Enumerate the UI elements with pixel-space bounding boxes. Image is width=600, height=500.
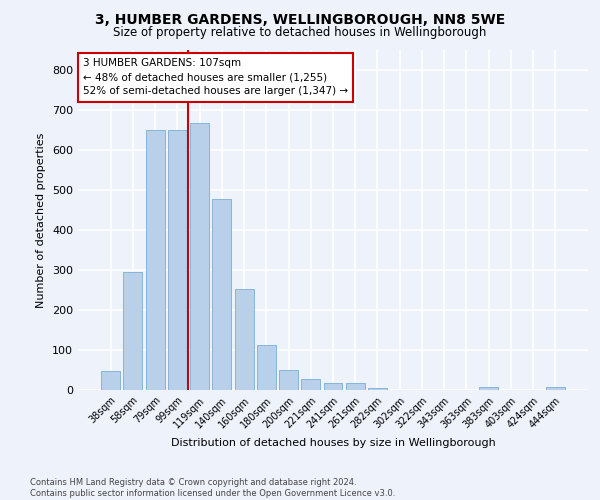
Bar xyxy=(146,130,164,390)
Bar xyxy=(479,387,498,390)
Text: Contains HM Land Registry data © Crown copyright and database right 2024.
Contai: Contains HM Land Registry data © Crown c… xyxy=(30,478,395,498)
Text: 3 HUMBER GARDENS: 107sqm
← 48% of detached houses are smaller (1,255)
52% of sem: 3 HUMBER GARDENS: 107sqm ← 48% of detach… xyxy=(83,58,348,96)
Bar xyxy=(190,123,209,390)
Text: Size of property relative to detached houses in Wellingborough: Size of property relative to detached ho… xyxy=(113,26,487,39)
Bar xyxy=(101,371,120,390)
Bar xyxy=(279,370,298,390)
Text: 3, HUMBER GARDENS, WELLINGBOROUGH, NN8 5WE: 3, HUMBER GARDENS, WELLINGBOROUGH, NN8 5… xyxy=(95,12,505,26)
X-axis label: Distribution of detached houses by size in Wellingborough: Distribution of detached houses by size … xyxy=(170,438,496,448)
Bar xyxy=(124,272,142,390)
Y-axis label: Number of detached properties: Number of detached properties xyxy=(37,132,46,308)
Bar xyxy=(346,383,365,390)
Bar xyxy=(235,289,254,390)
Bar xyxy=(257,345,276,390)
Bar xyxy=(168,130,187,390)
Bar xyxy=(368,388,387,390)
Bar xyxy=(212,199,231,390)
Bar xyxy=(323,383,343,390)
Bar xyxy=(546,387,565,390)
Bar xyxy=(301,379,320,390)
